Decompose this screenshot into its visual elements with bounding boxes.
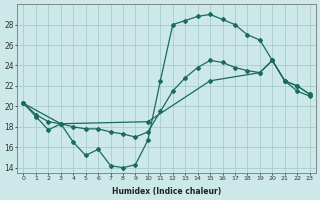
X-axis label: Humidex (Indice chaleur): Humidex (Indice chaleur): [112, 187, 221, 196]
